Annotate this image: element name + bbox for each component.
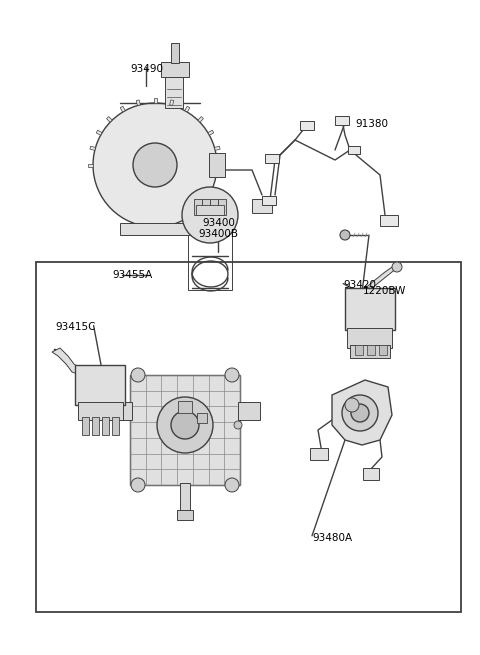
Circle shape [157, 397, 213, 453]
Polygon shape [107, 117, 112, 122]
Bar [380, 214, 398, 225]
Polygon shape [185, 106, 190, 112]
Bar [345, 288, 395, 330]
Text: 93415C: 93415C [55, 322, 96, 333]
Polygon shape [136, 100, 141, 105]
Circle shape [182, 187, 238, 243]
Bar [92, 417, 99, 435]
Polygon shape [52, 348, 90, 378]
Polygon shape [120, 106, 125, 112]
Circle shape [93, 103, 217, 227]
Text: 93480A: 93480A [312, 533, 352, 544]
Bar [165, 76, 183, 108]
Bar [196, 205, 224, 215]
Bar [300, 121, 314, 130]
Polygon shape [154, 98, 156, 103]
Circle shape [234, 421, 242, 429]
Bar [355, 345, 363, 355]
Bar [102, 417, 109, 435]
Polygon shape [355, 265, 397, 299]
Text: 1220BW: 1220BW [362, 286, 406, 297]
Bar [252, 199, 272, 213]
Bar [82, 417, 89, 435]
Polygon shape [96, 130, 102, 136]
Polygon shape [217, 164, 222, 166]
Circle shape [340, 230, 350, 240]
Bar [180, 483, 190, 515]
Bar [262, 195, 276, 204]
Bar [348, 146, 360, 154]
Bar [171, 43, 179, 63]
Bar [112, 417, 119, 435]
Bar [120, 223, 190, 235]
Bar [75, 365, 125, 405]
Polygon shape [90, 146, 96, 151]
Bar [367, 345, 375, 355]
Bar [78, 402, 123, 420]
Circle shape [225, 478, 239, 492]
Text: 91380: 91380 [355, 119, 388, 130]
Bar [310, 448, 328, 460]
Text: 93455A: 93455A [113, 270, 153, 280]
Bar [379, 345, 387, 355]
Circle shape [342, 395, 378, 431]
Bar [130, 375, 240, 485]
Bar [209, 153, 225, 177]
Text: 93420: 93420 [343, 280, 376, 290]
Polygon shape [88, 164, 93, 166]
Bar [363, 468, 379, 480]
Text: 93400B: 93400B [198, 229, 239, 239]
Polygon shape [332, 380, 392, 445]
Bar [218, 199, 226, 215]
Circle shape [345, 398, 359, 412]
Bar [197, 413, 207, 423]
Polygon shape [169, 100, 174, 105]
Polygon shape [208, 130, 214, 136]
Bar [161, 62, 189, 77]
Circle shape [351, 404, 369, 422]
Bar [238, 402, 260, 420]
Polygon shape [198, 117, 204, 122]
Bar [347, 328, 392, 348]
Text: 93400: 93400 [202, 217, 235, 228]
Bar [188, 210, 232, 290]
Bar [350, 345, 390, 358]
Bar [36, 262, 461, 612]
Bar [178, 401, 192, 413]
Text: 93490: 93490 [130, 64, 163, 74]
Bar [202, 199, 210, 215]
Bar [194, 199, 202, 215]
Circle shape [171, 411, 199, 439]
Circle shape [133, 143, 177, 187]
Bar [177, 510, 193, 520]
Polygon shape [215, 146, 220, 151]
Circle shape [131, 478, 145, 492]
Circle shape [131, 368, 145, 382]
Circle shape [225, 368, 239, 382]
Circle shape [392, 262, 402, 272]
Bar [110, 402, 132, 420]
Bar [265, 153, 279, 162]
Bar [335, 115, 349, 124]
Bar [210, 199, 218, 215]
